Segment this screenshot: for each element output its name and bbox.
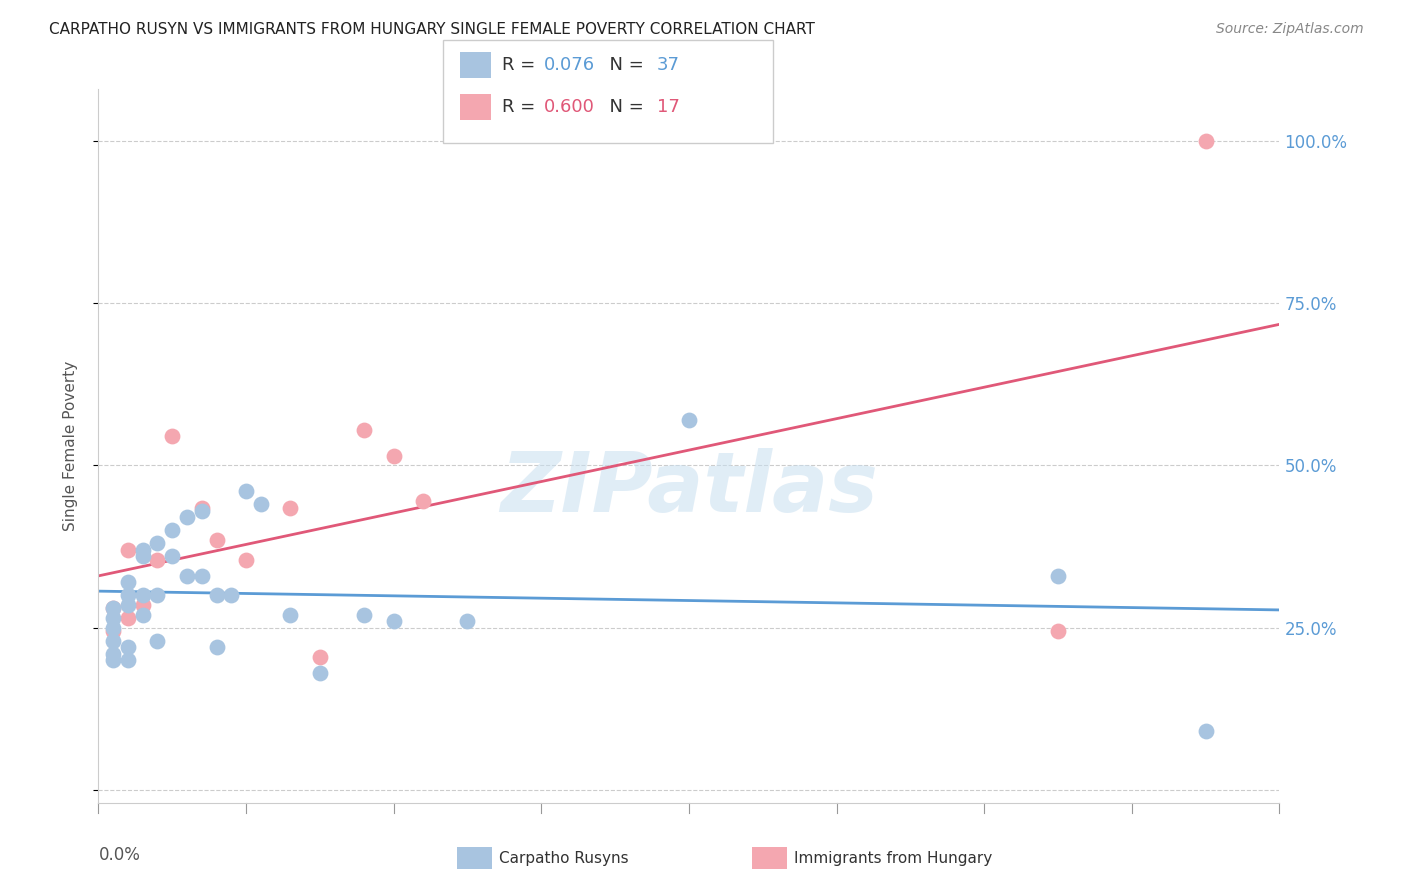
Point (132, 542, 155, 557)
Text: 0.600: 0.600 (544, 98, 595, 116)
Text: N =: N = (598, 98, 650, 116)
Point (456, 614, 478, 628)
Point (250, 497, 273, 511)
Point (191, 504, 214, 518)
Point (1194, 724, 1216, 739)
Y-axis label: Single Female Poverty: Single Female Poverty (63, 361, 77, 531)
Point (412, 494, 434, 508)
Point (117, 640, 139, 654)
Point (103, 647, 125, 661)
Point (117, 575, 139, 590)
Text: R =: R = (502, 56, 541, 74)
Point (103, 601, 125, 615)
Point (146, 588, 169, 602)
Text: 0.076: 0.076 (544, 56, 595, 74)
Point (103, 621, 125, 635)
Point (117, 598, 139, 612)
Point (278, 607, 302, 622)
Point (235, 552, 257, 566)
Point (205, 533, 228, 547)
Point (235, 484, 257, 499)
Text: N =: N = (598, 56, 650, 74)
Point (219, 588, 242, 602)
Point (103, 633, 125, 648)
Point (1046, 624, 1069, 638)
Point (103, 653, 125, 667)
Text: ZIPatlas: ZIPatlas (501, 449, 877, 529)
Point (132, 549, 155, 564)
Text: R =: R = (502, 98, 541, 116)
Point (103, 601, 125, 615)
Point (117, 542, 139, 557)
Point (162, 549, 183, 564)
Text: Source: ZipAtlas.com: Source: ZipAtlas.com (1216, 22, 1364, 37)
Point (117, 588, 139, 602)
Point (146, 633, 169, 648)
Point (117, 653, 139, 667)
Point (103, 624, 125, 638)
Point (205, 640, 228, 654)
Point (132, 607, 155, 622)
Text: 0.0%: 0.0% (98, 846, 141, 863)
Point (176, 510, 198, 524)
Point (1194, 134, 1216, 148)
Text: 37: 37 (657, 56, 679, 74)
Point (146, 552, 169, 566)
Point (146, 536, 169, 550)
Point (205, 588, 228, 602)
Point (162, 524, 183, 538)
Point (132, 598, 155, 612)
Text: Immigrants from Hungary: Immigrants from Hungary (794, 851, 993, 865)
Point (382, 614, 405, 628)
Text: Carpatho Rusyns: Carpatho Rusyns (499, 851, 628, 865)
Text: CARPATHO RUSYN VS IMMIGRANTS FROM HUNGARY SINGLE FEMALE POVERTY CORRELATION CHAR: CARPATHO RUSYN VS IMMIGRANTS FROM HUNGAR… (49, 22, 815, 37)
Point (103, 611, 125, 625)
Point (678, 413, 700, 427)
Point (132, 588, 155, 602)
Point (278, 500, 302, 515)
Point (191, 500, 214, 515)
Point (117, 611, 139, 625)
Point (176, 568, 198, 582)
Point (308, 649, 332, 664)
Point (353, 607, 375, 622)
Point (191, 568, 214, 582)
Point (382, 449, 405, 463)
Point (162, 429, 183, 443)
Point (308, 666, 332, 681)
Text: 17: 17 (657, 98, 679, 116)
Point (353, 423, 375, 437)
Point (1046, 568, 1069, 582)
